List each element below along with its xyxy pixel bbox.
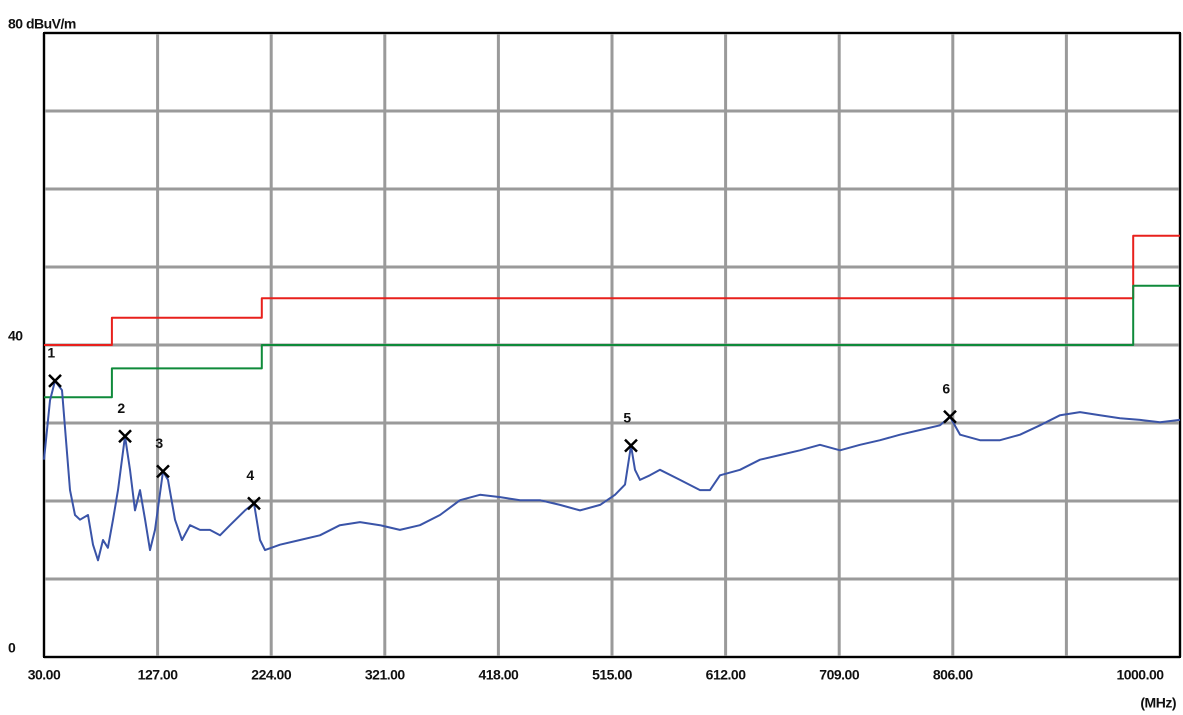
marker-label: 5 xyxy=(623,409,631,425)
x-axis-label: (MHz) xyxy=(1140,695,1176,711)
x-tick-label: 224.00 xyxy=(251,667,292,683)
x-tick-label: 709.00 xyxy=(819,667,860,683)
x-tick-label: 612.00 xyxy=(706,667,747,683)
y-tick-label: 80 dBuV/m xyxy=(8,16,76,32)
y-tick-label: 0 xyxy=(8,640,16,656)
marker-label: 3 xyxy=(155,435,163,451)
marker-label: 1 xyxy=(47,345,55,361)
peak-marker xyxy=(943,409,957,424)
x-tick-label: 30.00 xyxy=(28,667,61,683)
series-line xyxy=(43,379,1181,562)
series-line xyxy=(44,284,1180,399)
y-tick-label: 40 xyxy=(8,328,23,344)
x-tick-label: 127.00 xyxy=(138,667,179,683)
x-tick-label: 321.00 xyxy=(365,667,406,683)
x-tick-label: 515.00 xyxy=(592,667,633,683)
peak-marker xyxy=(247,496,261,511)
peak-marker xyxy=(118,429,132,444)
marker-label: 6 xyxy=(942,380,950,396)
series-line xyxy=(44,234,1180,346)
peak-marker xyxy=(156,464,170,479)
x-tick-label: 1000.00 xyxy=(1116,667,1164,683)
marker-label: 4 xyxy=(246,467,254,483)
peak-marker xyxy=(624,438,638,453)
x-tick-label: 806.00 xyxy=(933,667,974,683)
marker-label: 2 xyxy=(117,400,125,416)
peak-marker xyxy=(48,373,62,388)
x-tick-label: 418.00 xyxy=(478,667,519,683)
